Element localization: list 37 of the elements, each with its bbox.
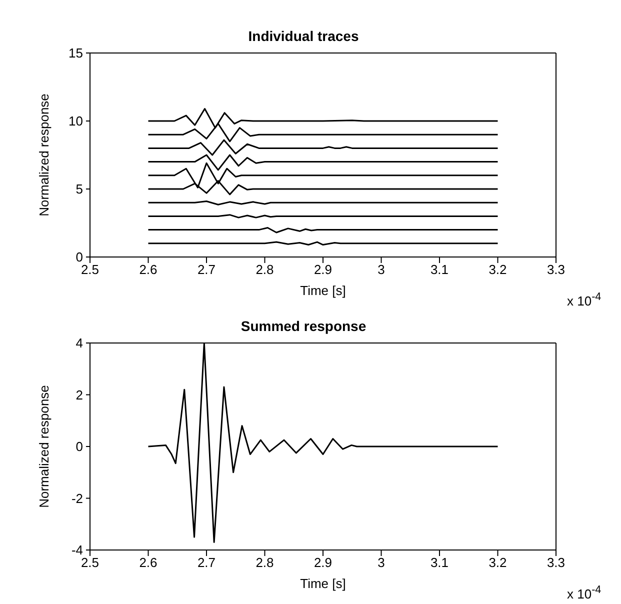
x-tick-label: 3.2 [488,262,507,278]
line-series [148,154,498,171]
y-tick-label: 4 [76,336,83,351]
x-tick-label: 2.6 [139,555,158,570]
x-tick-label: 3.2 [488,555,507,570]
line-series [148,139,498,156]
y-tick-label: 15 [68,46,83,61]
y-tick-label: -4 [71,542,83,558]
x-tick-label: 3 [378,262,385,278]
x-tick-label: 2.5 [80,555,100,570]
x-tick-label: 3.1 [430,555,449,570]
x-tick-label: 2.5 [80,262,100,278]
x-tick-label: 3 [378,555,385,570]
x-tick-label: 2.9 [314,262,332,278]
chart-title: Summed response [240,318,368,334]
x-tick-label: 2.6 [139,262,158,278]
x-tick-label: 3.1 [430,262,449,278]
chart-title: Individual traces [247,28,360,44]
text: x 10$^{-4}$ [567,584,602,602]
y-axis-title: Normalized response [36,385,52,508]
y-axis-title: Normalized response [36,94,52,216]
y-tick-label: 2 [76,387,83,402]
x-tick-label: 2.9 [314,555,332,570]
x-tick-label: 2.7 [197,555,216,570]
y-tick-label: 0 [76,439,83,454]
y-tick-label: 5 [76,182,83,197]
x-tick-label: 3.3 [546,555,566,570]
x-tick-label: 2.7 [197,262,216,278]
x-tick-label: 3.3 [546,262,566,278]
x-tick-label: 2.8 [256,555,274,570]
y-tick-label: 10 [68,114,83,129]
x-tick-label: 2.8 [256,262,274,278]
y-tick-label: 0 [76,250,83,265]
y-tick-label: -2 [71,490,83,506]
x-axis-title: Time [s] [300,283,346,298]
x-axis-title: Time [s] [300,576,346,591]
text: x 10$^{-4}$ [567,291,602,308]
